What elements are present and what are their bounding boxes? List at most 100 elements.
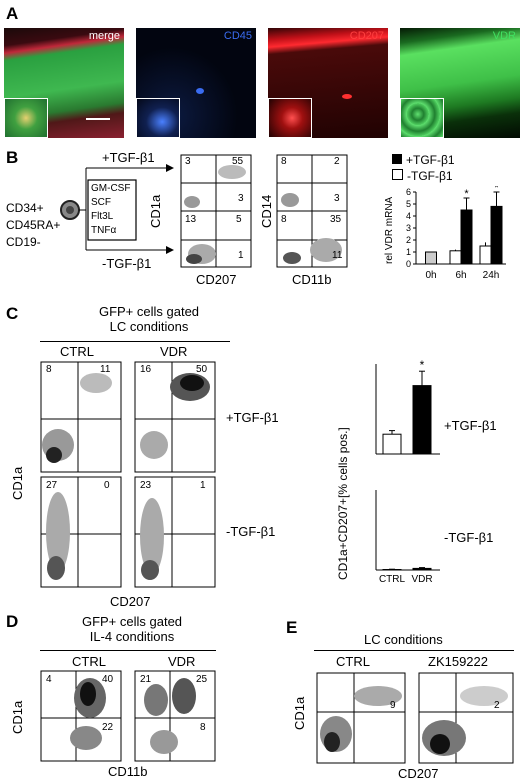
- legend-minus-tgf: -TGF-β1: [392, 168, 455, 184]
- panel-b-label: B: [6, 148, 19, 167]
- chart1-category-label: 0h: [425, 270, 436, 281]
- e-ctrl-q4: 9: [390, 700, 396, 711]
- c-chart-bar: [412, 385, 432, 455]
- c-gate-sub: LC conditions: [109, 319, 189, 334]
- b-plot2-xlabel: CD11b: [292, 272, 332, 287]
- c-chart-star: *: [420, 358, 425, 372]
- b-plot1-q1: 3: [185, 156, 191, 167]
- legend-plus-swatch: [392, 154, 402, 164]
- chart1-ytick-label: 4: [406, 211, 411, 221]
- merge-label: merge: [88, 30, 120, 42]
- c-flow-ctrl-plus: [40, 361, 122, 473]
- c-vdr-minus-q1: 23: [140, 480, 152, 491]
- chart1-bar-plus: [460, 209, 473, 265]
- cd207-cell: [342, 94, 352, 99]
- chart1-ytick-label: 2: [406, 235, 411, 245]
- chart1-ytick-label: 3: [406, 223, 411, 233]
- c-chart-bar: [412, 567, 432, 571]
- c-gate-title-text: GFP+ cells gated: [98, 304, 200, 319]
- cd45-inset: [136, 98, 180, 138]
- micrograph-cd45: CD45: [136, 28, 256, 138]
- d-ctrl-q2: 40: [102, 674, 114, 685]
- c-col-ctrl: CTRL: [60, 344, 94, 359]
- cytokine-gmcsf: GM-CSF: [91, 183, 131, 194]
- panel-d-label: D: [6, 612, 19, 631]
- cd45-cell: [196, 88, 204, 94]
- e-zk-q4: 2: [494, 700, 500, 711]
- c-ctrl-minus-q2: 0: [104, 480, 110, 491]
- flow-plot-cd1a-cd207: [180, 154, 252, 268]
- d-ylabel: CD1a: [10, 700, 25, 734]
- d-flow-ctrl: [40, 670, 122, 762]
- d-gate-title-text: GFP+ cells gated: [81, 614, 183, 629]
- e-flow-ctrl: [316, 672, 406, 764]
- chart1-bar-plus: [490, 205, 503, 265]
- b-legend: +TGF-β1 -TGF-β1: [392, 152, 455, 184]
- chart1-bar-minus: [449, 250, 462, 265]
- b-plot2-q4-bottom: 11: [332, 250, 343, 261]
- d-xlabel: CD11b: [108, 764, 148, 779]
- d-header-rule: [40, 650, 216, 651]
- d-gate-sub: IL-4 conditions: [89, 629, 175, 644]
- micrograph-merge: merge: [4, 28, 124, 138]
- chart1-ytick-label: 5: [406, 199, 411, 209]
- d-col-ctrl: CTRL: [72, 654, 106, 669]
- legend-minus-text: -TGF-β1: [407, 169, 453, 183]
- merge-inset: [4, 98, 48, 138]
- e-header-rule: [314, 650, 514, 651]
- legend-plus-tgf: +TGF-β1: [392, 152, 455, 168]
- b-plot2-q1-bottom: 8: [281, 214, 287, 225]
- cd207-inset: [268, 98, 312, 138]
- chart1-category-label: 6h: [455, 270, 466, 281]
- c-bar-ylabel: CD1a+CD207+[% cells pos.]: [336, 427, 350, 580]
- chart1-bar-minus: [479, 245, 492, 265]
- b-plot1-q4-bottom: 1: [238, 250, 244, 261]
- c-chart-bar: [382, 433, 402, 455]
- micrograph-vdr: VDR: [400, 28, 520, 138]
- micrograph-cd207: CD207: [268, 28, 388, 138]
- c-flow-vdr-minus: [134, 476, 216, 588]
- c-flow-vdr-plus: [134, 361, 216, 473]
- e-ylabel: CD1a: [292, 696, 307, 730]
- scale-bar: [86, 118, 110, 120]
- c-vdr-minus-q2: 1: [200, 480, 206, 491]
- b-plot1-q2-bottom: 5: [236, 214, 242, 225]
- chart1-ytick-label: 6: [406, 187, 411, 197]
- c-ylabel: CD1a: [10, 466, 25, 500]
- d-vdr-q1: 21: [140, 674, 152, 685]
- panel-a-label: A: [6, 4, 19, 23]
- b-plot1-q2: 55: [232, 156, 244, 167]
- cytokine-tnfa: TNFα: [91, 225, 117, 236]
- cytokine-list: GM-CSF SCF Flt3L TNFα: [91, 182, 130, 238]
- vdr-label: VDR: [492, 30, 516, 42]
- culture-diagram: [60, 164, 174, 254]
- legend-plus-text: +TGF-β1: [406, 153, 455, 167]
- c-chart-category-label: CTRL: [379, 574, 406, 585]
- e-col-zk: ZK159222: [428, 654, 488, 669]
- b-plot1-xlabel: CD207: [196, 272, 237, 287]
- c-vdr-plus-q1: 16: [140, 364, 152, 375]
- c-ctrl-plus-q1: 8: [46, 364, 52, 375]
- b-plot2-q1: 8: [281, 156, 287, 167]
- chart1-star: *: [494, 186, 499, 194]
- b-plus-tgf: +TGF-β1: [102, 150, 155, 165]
- d-ctrl-q1: 4: [46, 674, 52, 685]
- e-xlabel: CD207: [398, 766, 439, 781]
- d-gate-title: GFP+ cells gated IL-4 conditions: [72, 614, 192, 644]
- vdr-inset: [400, 98, 444, 138]
- cytokine-scf: SCF: [91, 197, 111, 208]
- cd207-label: CD207: [349, 30, 384, 42]
- b-plot1-ylabel: CD1a: [148, 194, 163, 228]
- d-ctrl-q4: 22: [102, 722, 114, 733]
- c-chart-category-label: VDR: [411, 574, 432, 585]
- c-bar-row-minus: -TGF-β1: [444, 530, 494, 545]
- d-col-vdr: VDR: [168, 654, 196, 669]
- panel-c-label: C: [6, 304, 19, 323]
- cd19-label: CD19-: [6, 235, 41, 249]
- b-plot2-ylabel: CD14: [259, 194, 274, 228]
- chart-c-minus: CTRL VDR: [375, 490, 440, 585]
- d-flow-vdr: [134, 670, 216, 762]
- d-vdr-q2: 25: [196, 674, 208, 685]
- c-row-minus: -TGF-β1: [226, 524, 276, 539]
- c-col-vdr: VDR: [160, 344, 188, 359]
